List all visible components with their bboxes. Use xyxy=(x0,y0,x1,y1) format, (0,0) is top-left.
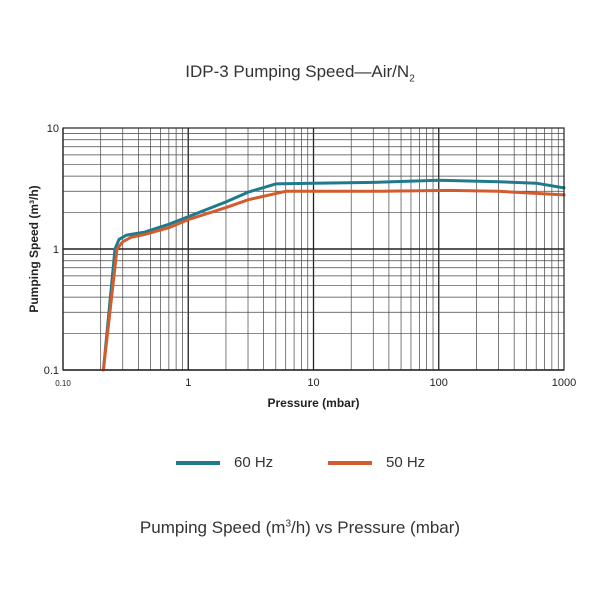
x-tick-label: 0.10 xyxy=(55,379,71,388)
x-tick-label: 100 xyxy=(430,377,448,389)
legend-label-60hz: 60 Hz xyxy=(234,454,274,471)
chart-title: IDP-3 Pumping Speed—Air/N2 xyxy=(185,62,415,85)
x-tick-label: 1000 xyxy=(552,377,576,389)
plot-frame xyxy=(62,127,565,371)
tick-labels: 0.10 1 10 100 1000 0.1 1 10 xyxy=(44,123,577,389)
y-axis-label: Pumping Speed (m³/h) xyxy=(27,185,41,312)
series-line-50-hz xyxy=(101,188,566,372)
grid-lines xyxy=(62,128,564,371)
legend-swatch-60hz xyxy=(176,460,220,465)
y-tick-label: 1 xyxy=(53,244,59,256)
y-tick-label: 0.1 xyxy=(44,365,59,377)
y-tick-label: 10 xyxy=(47,123,59,135)
legend-label-50hz: 50 Hz xyxy=(386,454,426,471)
legend-item-60hz: 60 Hz xyxy=(176,454,273,471)
x-axis-label: Pressure (mbar) xyxy=(267,396,359,410)
series-lines xyxy=(101,178,566,372)
legend-item-50hz: 50 Hz xyxy=(328,454,425,471)
legend-swatch-50hz xyxy=(328,460,372,465)
chart-caption: Pumping Speed (m3/h) vs Pressure (mbar) xyxy=(139,518,461,537)
series-line-60-hz xyxy=(101,178,566,372)
x-tick-label: 10 xyxy=(307,377,319,389)
x-tick-label: 1 xyxy=(185,377,191,389)
